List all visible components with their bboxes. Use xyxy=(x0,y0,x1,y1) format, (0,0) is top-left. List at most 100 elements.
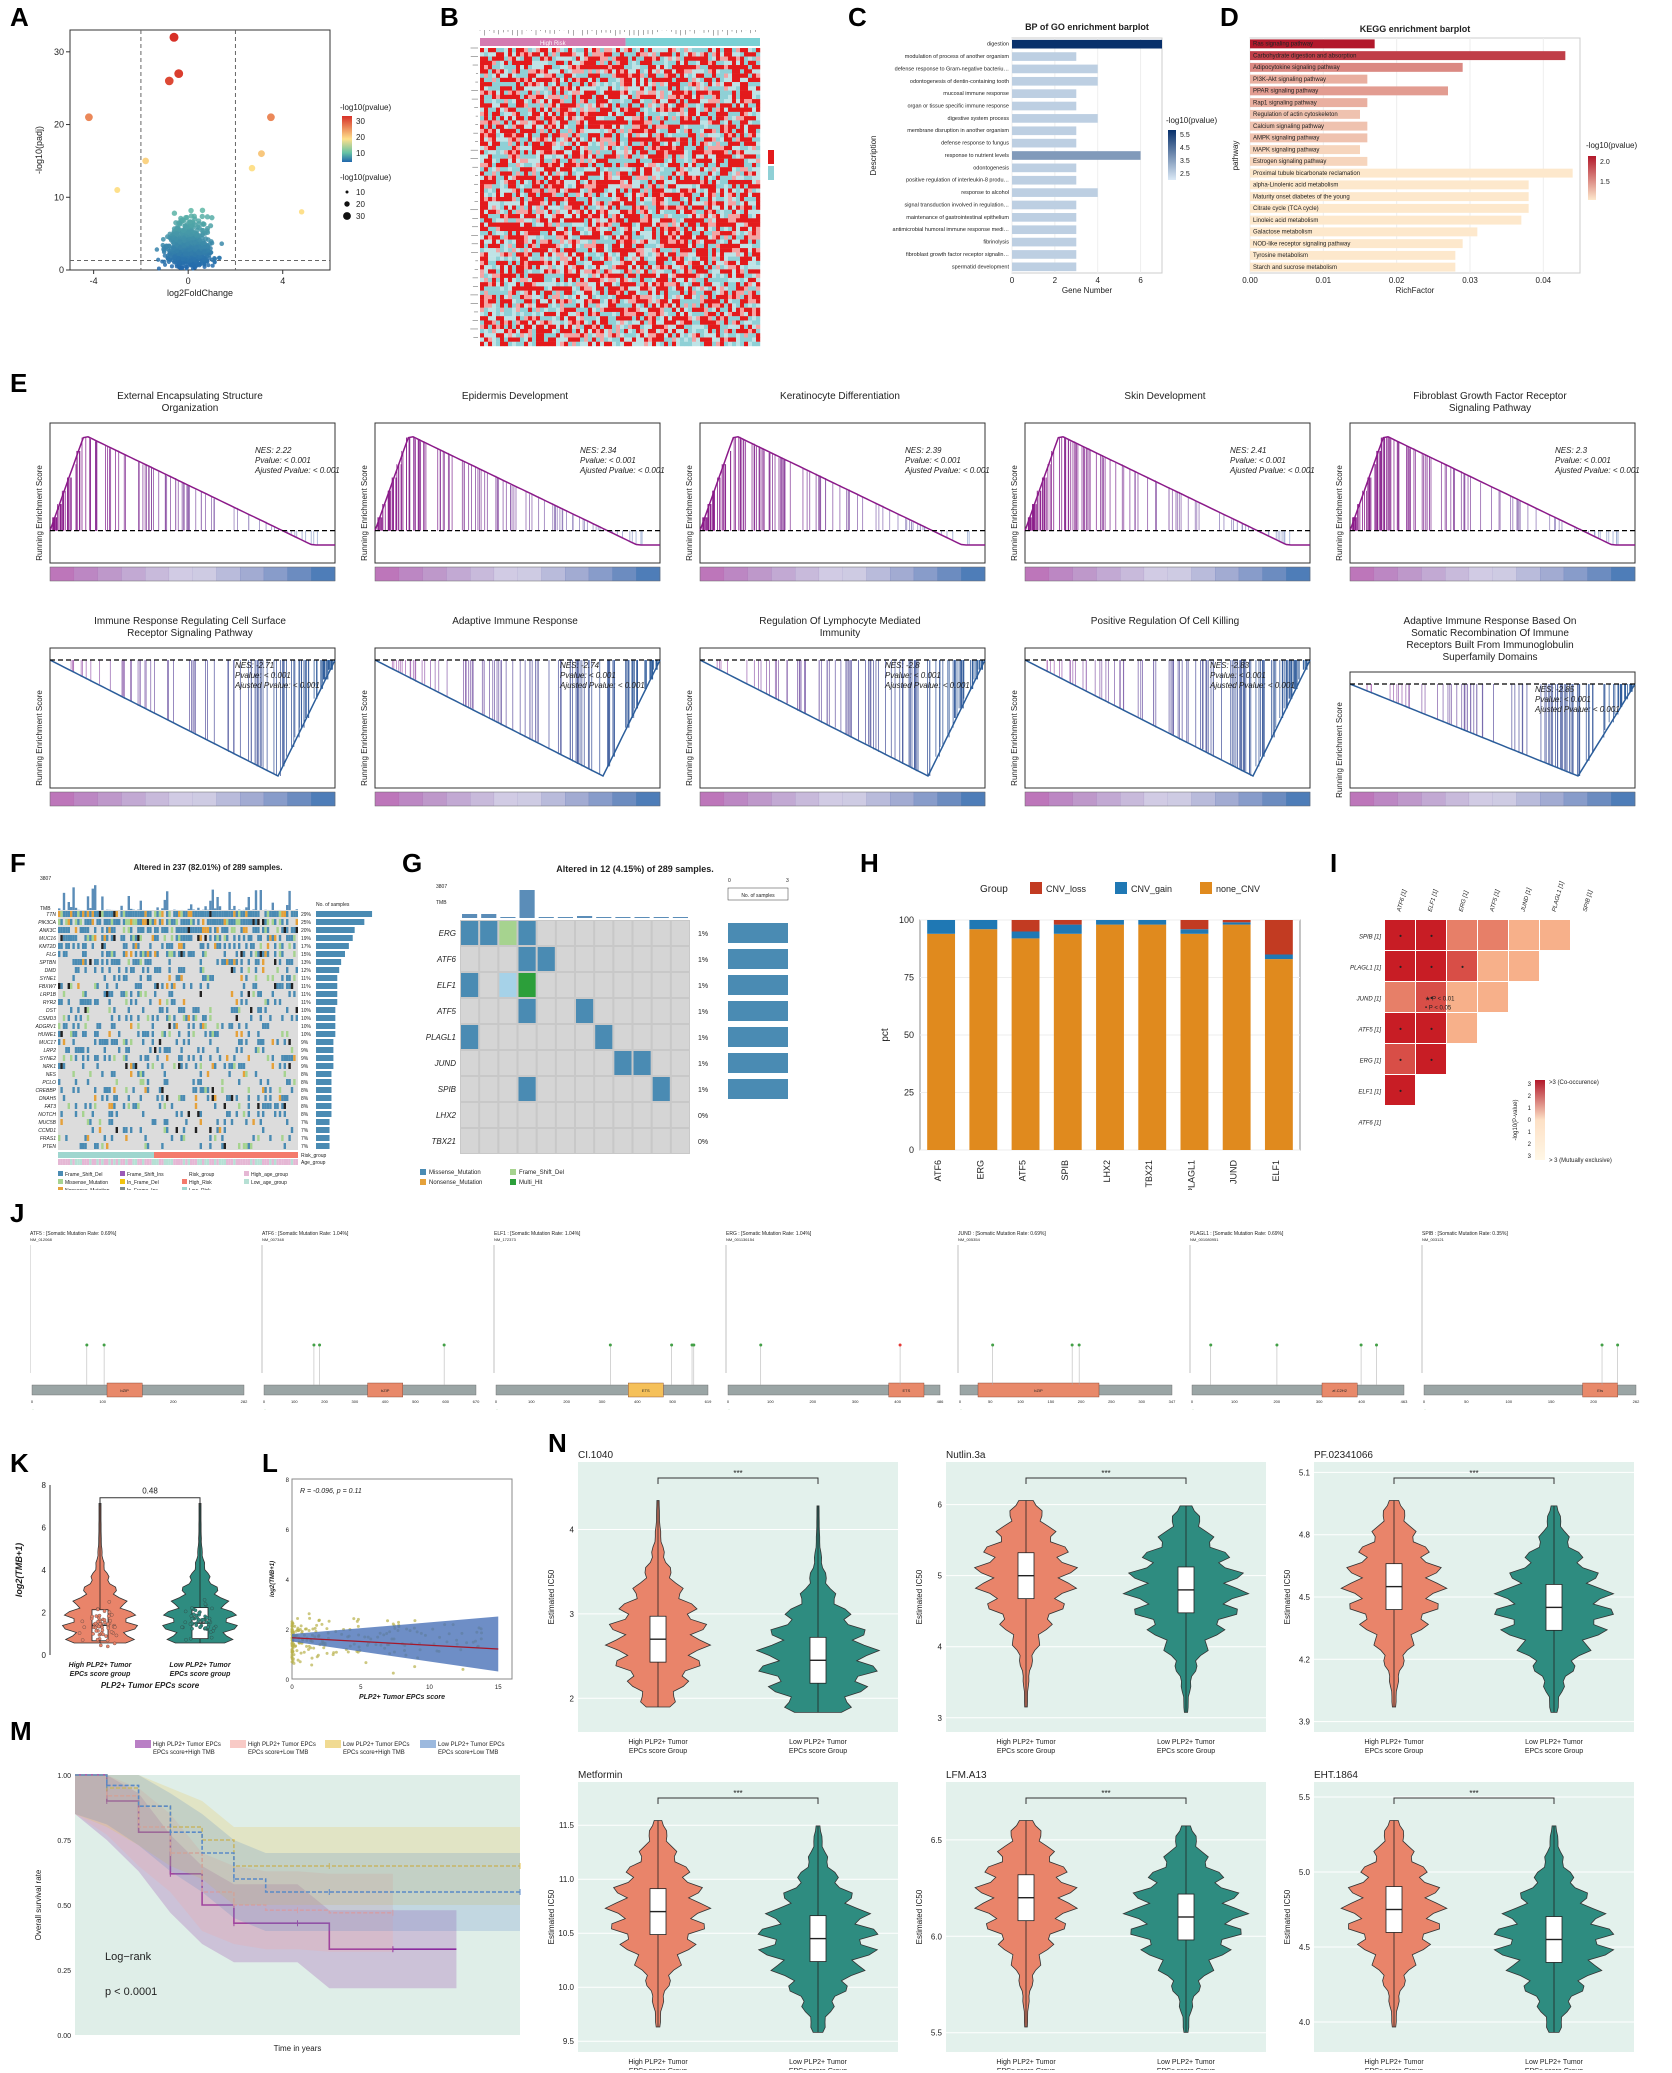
heatmap-cell xyxy=(512,69,517,74)
heatmap-cell xyxy=(604,103,609,108)
heatmap-cell xyxy=(616,243,621,249)
heatmap-cell xyxy=(560,145,565,151)
heatmap-cell xyxy=(512,48,517,53)
heatmap-cell xyxy=(632,282,637,287)
heatmap-cell xyxy=(676,184,681,189)
heatmap-cell xyxy=(536,179,541,185)
heatmap-cell xyxy=(524,282,529,287)
heatmap-cell xyxy=(488,243,493,249)
heatmap-cell xyxy=(552,235,557,240)
heatmap-cell xyxy=(512,86,517,91)
heatmap-cell xyxy=(740,209,745,215)
heatmap-cell xyxy=(560,239,565,245)
heatmap-cell xyxy=(516,235,521,240)
heatmap-cell xyxy=(568,82,573,87)
heatmap-cell xyxy=(640,150,645,155)
heatmap-cell xyxy=(612,184,617,189)
heatmap-cell xyxy=(484,82,489,87)
heatmap-cell xyxy=(528,94,533,100)
heatmap-cell xyxy=(588,273,593,279)
heatmap-cell xyxy=(728,94,733,100)
heatmap-cell xyxy=(748,290,753,296)
heatmap-cell xyxy=(732,218,737,223)
heatmap-cell xyxy=(624,273,629,279)
heatmap-cell xyxy=(688,99,693,104)
heatmap-cell xyxy=(636,290,641,296)
heatmap-cell xyxy=(600,179,605,185)
heatmap-cell xyxy=(656,120,661,125)
heatmap-cell xyxy=(712,69,717,74)
heatmap-cell xyxy=(660,145,665,151)
heatmap-cell xyxy=(632,145,637,151)
heatmap-cell xyxy=(720,60,725,66)
heatmap-cell xyxy=(736,60,741,66)
heatmap-cell xyxy=(568,201,573,206)
heatmap-cell xyxy=(728,252,733,257)
heatmap-cell xyxy=(532,162,537,168)
heatmap-cell xyxy=(752,179,757,185)
heatmap-cell xyxy=(572,137,577,142)
data-point xyxy=(182,251,188,257)
heatmap-cell xyxy=(508,184,513,189)
heatmap-cell xyxy=(572,286,577,291)
heatmap-cell xyxy=(664,128,669,134)
heatmap-cell xyxy=(556,94,561,100)
heatmap-cell xyxy=(704,265,709,270)
heatmap-cell xyxy=(528,99,533,104)
heatmap-cell xyxy=(488,265,493,270)
heatmap-cell xyxy=(524,192,529,198)
heatmap-cell xyxy=(732,179,737,185)
heatmap-cell xyxy=(596,235,601,240)
heatmap-cell xyxy=(612,179,617,185)
heatmap-cell xyxy=(536,269,541,274)
heatmap-cell xyxy=(688,124,693,130)
heatmap-cell xyxy=(632,192,637,198)
heatmap-cell xyxy=(668,82,673,87)
heatmap-cell xyxy=(624,175,629,181)
heatmap-cell xyxy=(656,90,661,96)
heatmap-cell xyxy=(724,188,729,193)
heatmap-cell xyxy=(548,150,553,155)
heatmap-cell xyxy=(536,133,541,138)
heatmap-cell xyxy=(688,175,693,181)
heatmap-cell xyxy=(680,145,685,151)
heatmap-cell xyxy=(564,192,569,198)
heatmap-cell xyxy=(576,69,581,74)
heatmap-cell xyxy=(692,209,697,215)
heatmap-cell xyxy=(540,77,545,83)
heatmap-cell xyxy=(500,273,505,279)
heatmap-cell xyxy=(688,179,693,185)
heatmap-cell xyxy=(552,248,557,253)
heatmap-cell xyxy=(492,175,497,181)
size-legend-dot xyxy=(343,212,351,220)
heatmap-cell xyxy=(724,248,729,253)
heatmap-cell xyxy=(672,137,677,142)
heatmap-cell xyxy=(500,52,505,57)
heatmap-cell xyxy=(604,239,609,245)
heatmap-cell xyxy=(532,167,537,172)
heatmap-cell xyxy=(612,116,617,121)
heatmap-cell xyxy=(504,252,509,257)
heatmap-cell xyxy=(596,179,601,185)
heatmap-cell xyxy=(516,226,521,232)
heatmap-cell xyxy=(588,205,593,210)
heatmap-cell xyxy=(560,205,565,210)
heatmap-cell xyxy=(480,111,485,117)
heatmap-cell xyxy=(732,82,737,87)
heatmap-cell xyxy=(688,243,693,249)
heatmap-cell xyxy=(652,141,657,147)
heatmap-cell xyxy=(568,128,573,134)
heatmap-cell xyxy=(740,197,745,202)
heatmap-cell xyxy=(676,116,681,121)
heatmap-cell xyxy=(716,205,721,210)
heatmap-cell xyxy=(488,94,493,100)
heatmap-cell xyxy=(504,48,509,53)
heatmap-cell xyxy=(684,256,689,262)
heatmap-cell xyxy=(532,260,537,266)
heatmap-cell xyxy=(632,69,637,74)
heatmap-cell xyxy=(516,277,521,283)
heatmap-cell xyxy=(692,120,697,125)
heatmap-cell xyxy=(568,141,573,147)
heatmap-cell xyxy=(620,184,625,189)
heatmap-cell xyxy=(636,73,641,78)
